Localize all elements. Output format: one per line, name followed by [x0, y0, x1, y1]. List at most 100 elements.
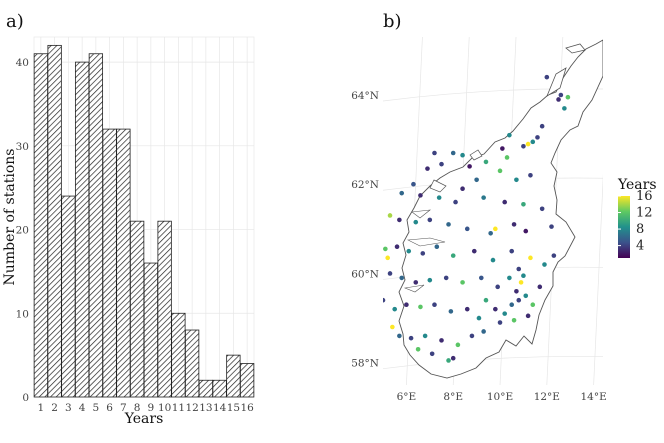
station-point: [460, 152, 465, 158]
legend-colorbar: [618, 196, 630, 258]
station-point: [476, 315, 482, 321]
lat-tick-label: 62°N: [351, 179, 379, 191]
x-tick-label: 14: [213, 402, 227, 414]
station-point: [504, 155, 510, 160]
station-point: [464, 306, 470, 312]
station-point: [521, 273, 526, 278]
station-point: [434, 244, 440, 249]
station-point: [539, 123, 545, 129]
legend-tick-label: 4: [636, 239, 644, 254]
station-point: [383, 246, 388, 252]
y-tick-label: 40: [16, 57, 29, 69]
lon-tick-label: 6°E: [397, 391, 417, 403]
station-point: [516, 266, 522, 272]
station-point: [516, 297, 522, 303]
station-point: [518, 280, 524, 285]
histogram-bar: [143, 262, 159, 398]
station-point: [460, 186, 465, 191]
station-point: [422, 333, 428, 339]
histogram-bar: [47, 44, 62, 398]
station-point: [497, 168, 503, 174]
station-point: [478, 275, 484, 281]
station-point: [495, 284, 500, 290]
x-tick-label: 9: [148, 402, 155, 414]
x-tick-label: 15: [227, 402, 240, 414]
station-point: [530, 139, 536, 145]
legend-title: Years: [617, 177, 657, 193]
station-point: [404, 302, 409, 307]
y-axis-title: Number of stations: [2, 149, 18, 286]
station-point: [521, 202, 526, 207]
station-point: [481, 329, 486, 334]
station-point: [418, 304, 423, 310]
station-point: [562, 106, 567, 111]
fjord-mark-1: [411, 209, 431, 219]
histogram-bar: [74, 61, 90, 398]
station-point: [460, 280, 465, 285]
station-point: [418, 193, 423, 198]
station-point: [530, 302, 536, 307]
station-point: [392, 306, 398, 312]
station-point: [427, 277, 433, 283]
station-point: [514, 289, 519, 294]
lon-tick-label: 10°E: [487, 391, 513, 403]
panel-label-a: a): [6, 11, 24, 32]
station-point: [394, 244, 400, 249]
station-point: [528, 173, 533, 178]
station-point: [448, 309, 454, 314]
meridian-gridline: [593, 173, 603, 385]
panel-label-b: b): [383, 11, 402, 32]
station-point: [500, 146, 505, 151]
station-point: [397, 217, 402, 223]
parallel-gridline: [383, 356, 603, 370]
station-point: [450, 355, 456, 361]
station-point: [411, 181, 416, 187]
lat-tick-label: 60°N: [351, 268, 379, 280]
station-point: [514, 177, 519, 183]
y-tick-label: 30: [16, 141, 29, 153]
station-point: [481, 195, 486, 200]
station-point: [509, 248, 515, 254]
station-point: [413, 219, 419, 225]
station-point: [537, 284, 543, 290]
x-tick-label: 4: [79, 402, 86, 414]
station-point: [425, 166, 430, 171]
x-tick-label: 8: [134, 402, 141, 414]
station-point: [565, 94, 571, 100]
color-legend: Years 16 128 4: [617, 177, 657, 258]
fjord-mark-3: [403, 284, 425, 293]
station-point: [387, 271, 393, 276]
histogram-bar: [226, 354, 241, 398]
station-point: [450, 253, 456, 258]
x-tick-label: 7: [120, 402, 127, 414]
station-point: [415, 347, 421, 352]
island-small: [469, 149, 483, 161]
x-tick-label: 3: [65, 402, 72, 414]
histogram-bar: [171, 312, 186, 398]
station-point: [469, 333, 475, 339]
lon-tick-label: 12°E: [534, 391, 560, 403]
station-point: [511, 318, 517, 323]
station-point: [525, 141, 531, 147]
lat-tick-label: 64°N: [351, 90, 379, 102]
histogram-bar: [33, 53, 49, 398]
x-tick-label: 10: [158, 402, 171, 414]
y-tick-label: 20: [16, 225, 29, 237]
histogram-bar: [61, 195, 76, 398]
station-point: [556, 97, 561, 102]
histogram-bar: [88, 53, 104, 398]
histogram-bar: [212, 379, 227, 398]
station-point: [539, 206, 545, 212]
legend-tick-label: 8: [636, 222, 644, 237]
station-point: [464, 226, 470, 232]
station-point: [558, 92, 564, 98]
station-point: [397, 333, 402, 339]
station-point: [523, 293, 529, 299]
fjord-island: [429, 179, 447, 193]
station-point: [544, 74, 550, 80]
station-point: [507, 275, 512, 281]
station-point: [507, 132, 512, 138]
x-tick-label: 2: [51, 402, 58, 414]
station-point: [502, 311, 508, 316]
station-point: [383, 297, 386, 303]
